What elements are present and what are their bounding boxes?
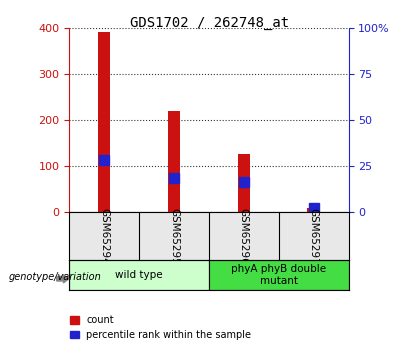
Text: genotype/variation: genotype/variation — [8, 272, 101, 282]
Bar — [209, 260, 349, 290]
Bar — [238, 155, 250, 212]
Text: GSM65294: GSM65294 — [99, 208, 109, 265]
Bar — [307, 208, 320, 212]
Bar — [168, 111, 180, 212]
Text: GDS1702 / 262748_at: GDS1702 / 262748_at — [131, 16, 289, 30]
Text: GSM65297: GSM65297 — [309, 208, 319, 265]
Bar — [69, 260, 209, 290]
Legend: count, percentile rank within the sample: count, percentile rank within the sample — [70, 315, 252, 340]
Text: wild type: wild type — [116, 270, 163, 280]
Bar — [98, 32, 110, 212]
Text: phyA phyB double
mutant: phyA phyB double mutant — [231, 264, 326, 286]
Text: GSM65295: GSM65295 — [169, 208, 179, 265]
FancyArrow shape — [57, 275, 69, 283]
Text: GSM65296: GSM65296 — [239, 208, 249, 265]
